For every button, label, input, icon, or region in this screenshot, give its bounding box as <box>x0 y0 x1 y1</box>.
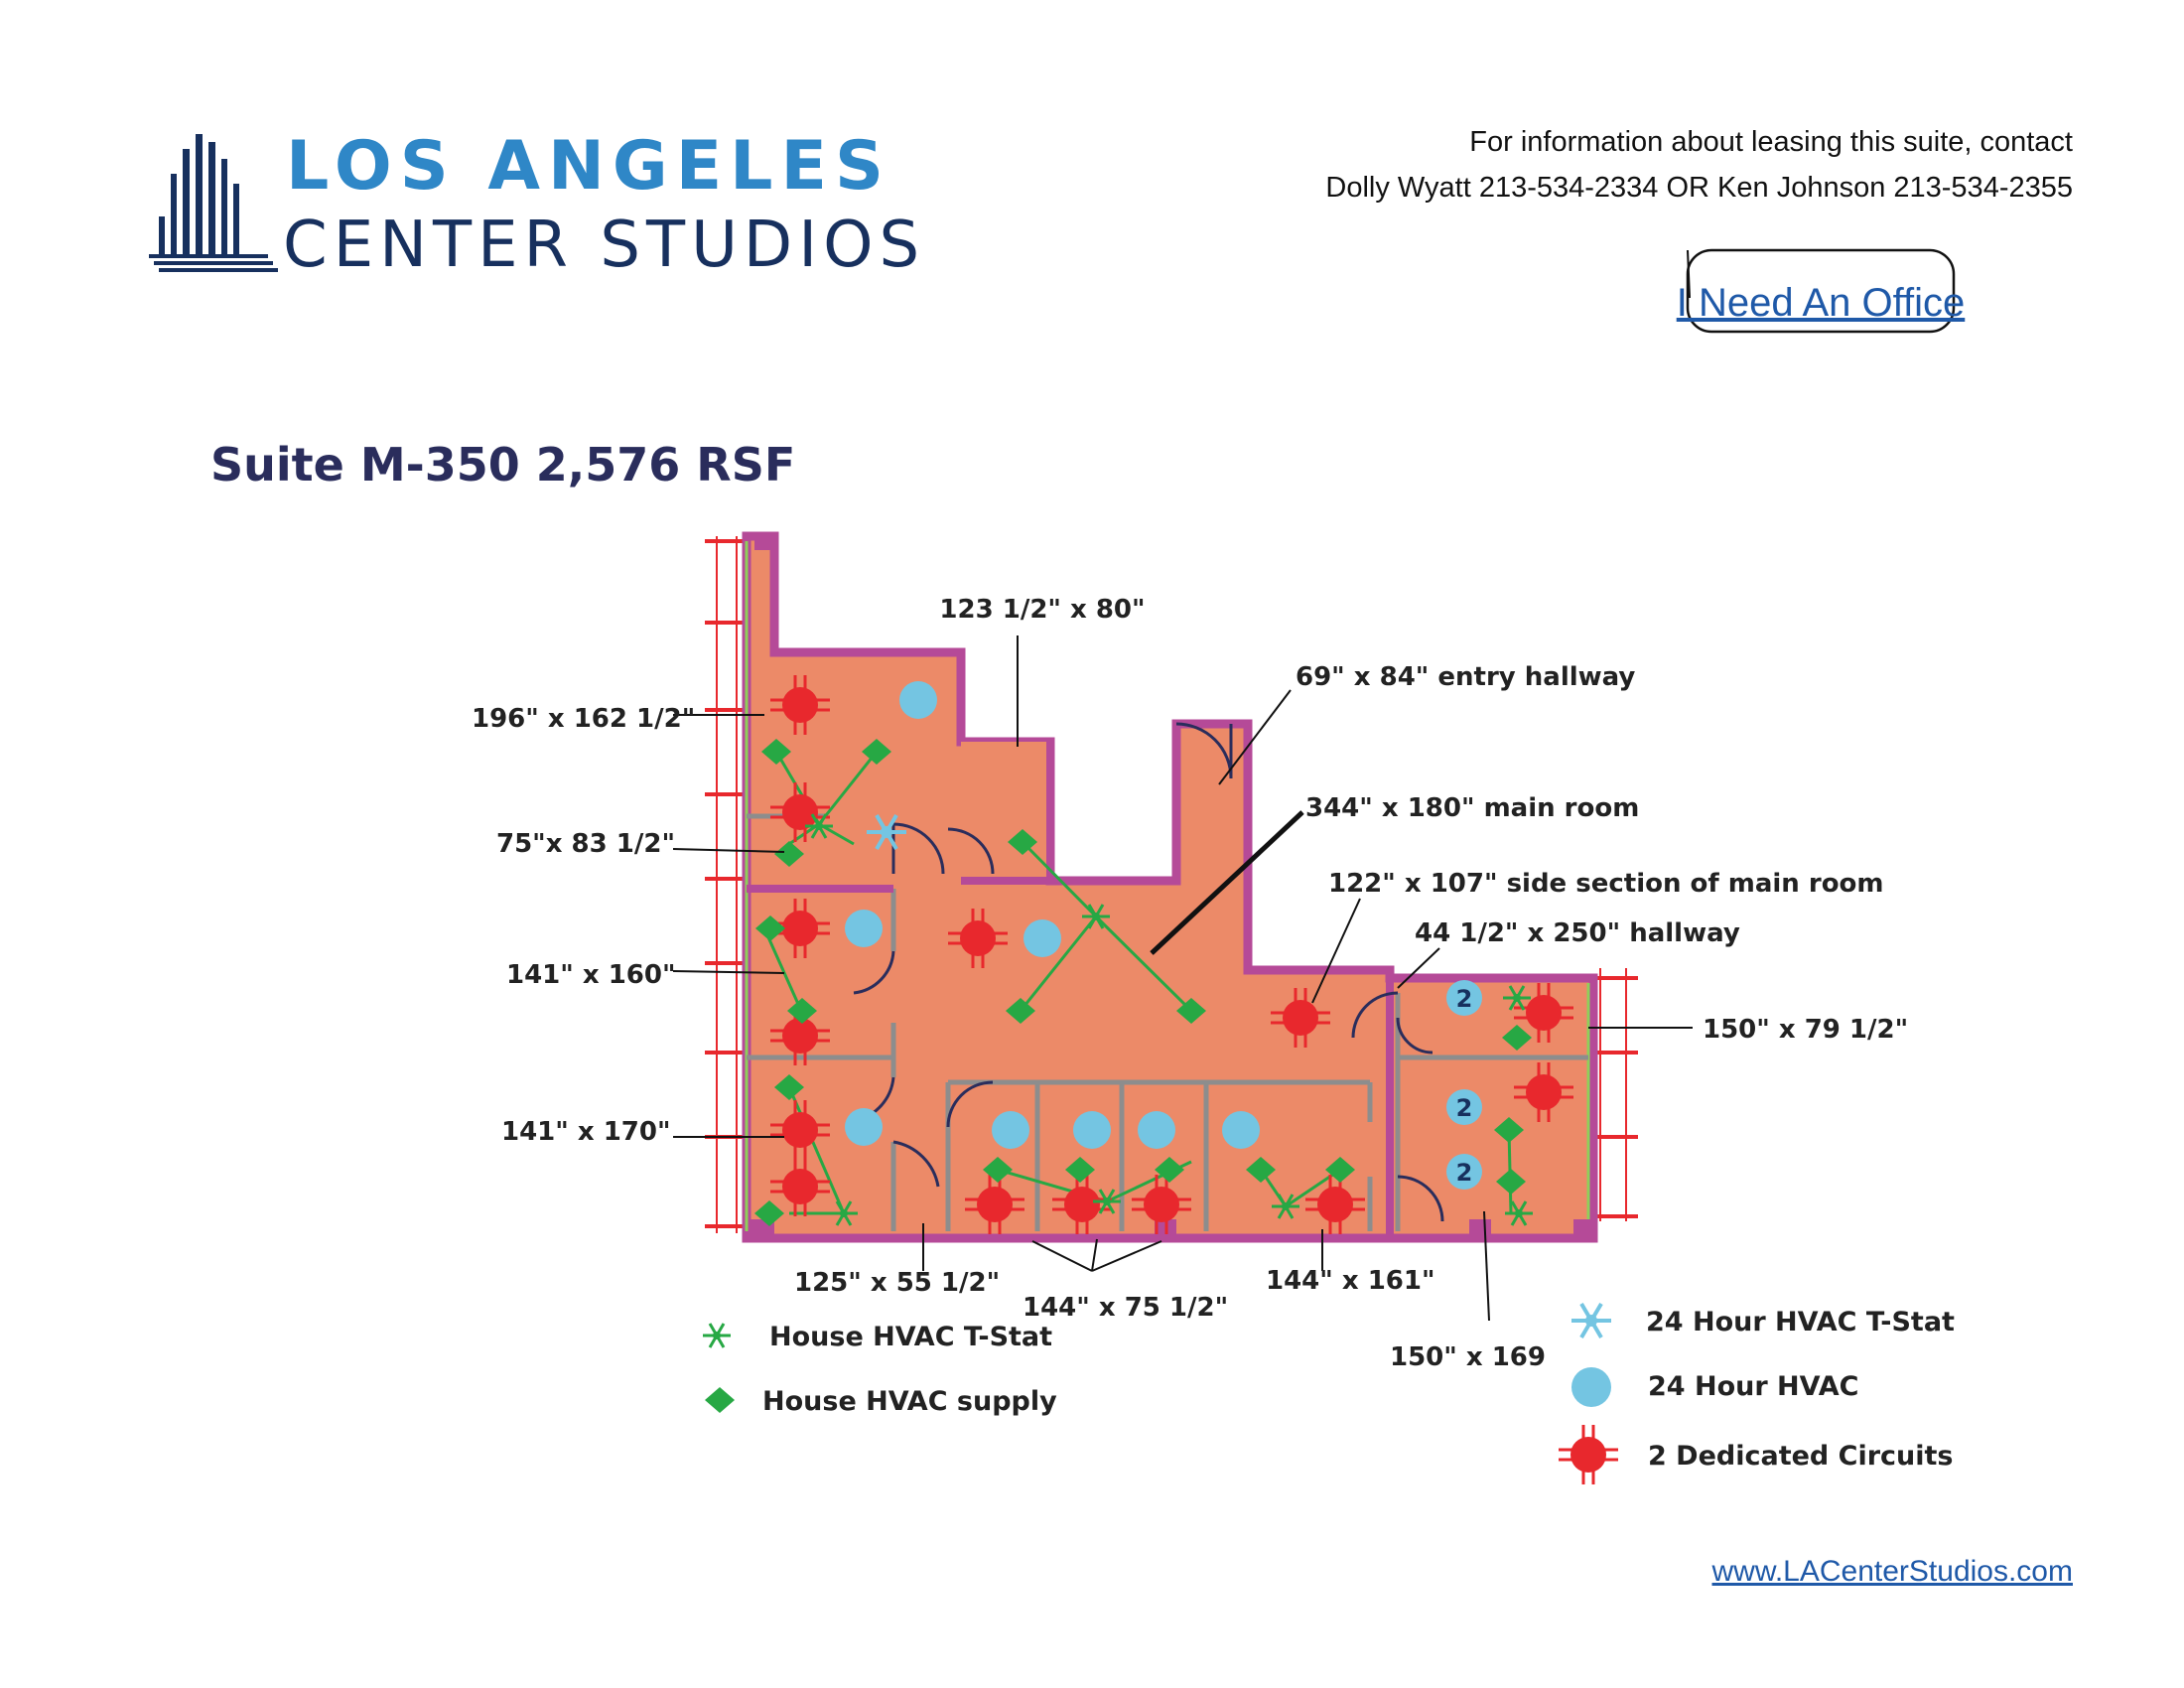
hvac24-badge: 2 <box>1446 1089 1482 1125</box>
hvac24-icon <box>1024 919 1061 957</box>
svg-text:2: 2 <box>1456 985 1473 1013</box>
svg-text:2: 2 <box>1456 1159 1473 1187</box>
brand-name-line1: LOS ANGELES <box>286 127 891 206</box>
legend-label: 24 Hour HVAC <box>1648 1371 1858 1402</box>
website-link[interactable]: www.LACenterStudios.com <box>1711 1555 2074 1588</box>
hvac24-icon <box>1073 1111 1111 1149</box>
dimension-label: 344" x 180" main room <box>1305 793 1639 823</box>
brand-name-line2: CENTER STUDIOS <box>283 209 925 282</box>
legend-label: House HVAC supply <box>762 1386 1057 1417</box>
hvac24-icon <box>899 681 937 719</box>
legend-item-24hr-tstat: 24 Hour HVAC T-Stat <box>1570 1302 1955 1339</box>
legend-item-24hr-hvac: 24 Hour HVAC <box>1571 1367 1858 1407</box>
dimension-label: 150" x 79 1/2" <box>1703 1015 1908 1045</box>
i-need-an-office-link[interactable]: I Need An Office <box>1677 281 1966 325</box>
floor-plan: 2 2 2 <box>672 531 1693 1322</box>
dimension-label: 144" x 75 1/2" <box>1023 1293 1228 1323</box>
hvac24-icon <box>1222 1111 1260 1149</box>
legend-label: 24 Hour HVAC T-Stat <box>1646 1307 1955 1337</box>
hvac24-icon <box>845 1108 883 1146</box>
dimension-label: 122" x 107" side section of main room <box>1328 869 1884 899</box>
legend: House HVAC T-Stat House HVAC supply 24 H… <box>701 1302 1955 1486</box>
green-snowflake-icon <box>701 1322 733 1349</box>
hvac24-icon <box>1138 1111 1175 1149</box>
building-logo-icon <box>149 134 278 272</box>
brand-logo: LOS ANGELES CENTER STUDIOS <box>149 127 925 282</box>
green-diamond-icon <box>705 1387 735 1413</box>
dimension-label: 141" x 170" <box>501 1117 671 1147</box>
dimension-label: 150" x 169 <box>1390 1342 1546 1372</box>
dimension-label: 44 1/2" x 250" hallway <box>1415 918 1740 948</box>
contact-line-2: Dolly Wyatt 213-534-2334 OR Ken Johnson … <box>1325 172 2073 204</box>
dimension-label: 144" x 161" <box>1266 1266 1435 1296</box>
suite-title: Suite M-350 2,576 RSF <box>210 438 795 492</box>
dimension-label: 141" x 160" <box>506 960 676 990</box>
legend-item-house-supply: House HVAC supply <box>705 1386 1057 1417</box>
hvac24-icon <box>845 910 883 947</box>
closet-floor <box>961 742 1050 881</box>
hvac24-icon <box>992 1111 1029 1149</box>
dimension-labels: 123 1/2" x 80" 69" x 84" entry hallway 1… <box>472 595 1908 1372</box>
legend-item-circuits: 2 Dedicated Circuits <box>1557 1423 1954 1486</box>
svg-text:2: 2 <box>1456 1094 1473 1122</box>
dimension-label: 123 1/2" x 80" <box>939 595 1145 625</box>
hvac24-icon <box>1571 1367 1611 1407</box>
snowflake-icon <box>1570 1302 1613 1339</box>
dimension-label: 125" x 55 1/2" <box>794 1268 1000 1298</box>
i-need-an-office-button[interactable]: I Need An Office <box>1677 248 1966 334</box>
interior-walls-magenta <box>747 742 1394 1236</box>
dimension-label: 196" x 162 1/2" <box>472 704 695 734</box>
dimension-label: 75"x 83 1/2" <box>496 829 675 859</box>
hvac24-badge: 2 <box>1446 1154 1482 1190</box>
dimension-label: 69" x 84" entry hallway <box>1296 662 1635 692</box>
legend-label: 2 Dedicated Circuits <box>1648 1441 1954 1472</box>
legend-label: House HVAC T-Stat <box>769 1322 1052 1352</box>
legend-item-house-tstat: House HVAC T-Stat <box>701 1322 1052 1352</box>
circuit-icon <box>1557 1423 1620 1486</box>
contact-line-1: For information about leasing this suite… <box>1469 126 2073 158</box>
hvac24-badge: 2 <box>1446 980 1482 1016</box>
